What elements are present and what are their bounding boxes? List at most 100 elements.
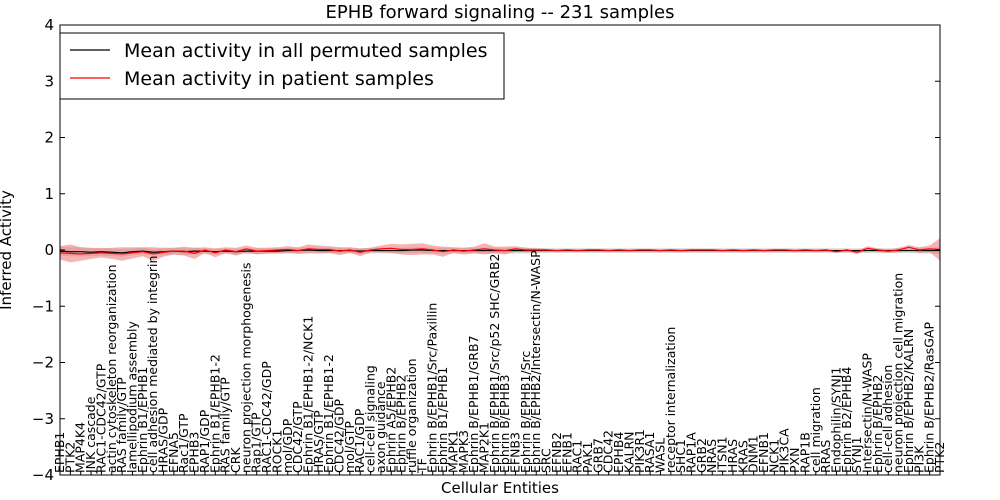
x-category-label: MAP2K1 bbox=[476, 422, 491, 473]
x-category-label: PXN bbox=[787, 448, 802, 473]
x-category-label: PI3K bbox=[911, 445, 926, 473]
x-category-label: Ephrin A5/EPHB2 bbox=[383, 367, 398, 473]
x-category-label: mol/GDP bbox=[280, 418, 295, 473]
x-category-label: SYNJ1 bbox=[849, 436, 864, 473]
x-category-label: PAK1 bbox=[580, 442, 595, 473]
x-category-label: Intersectin/N-WASP bbox=[860, 353, 875, 473]
x-category-label: CDC42/GTP bbox=[290, 401, 305, 473]
x-category-label: Ephrin B/EPHB2/Intersectin/N-WASP bbox=[528, 250, 543, 473]
x-category-label: EPHB1 bbox=[52, 432, 67, 473]
x-category-label: NCK1 bbox=[766, 439, 781, 473]
x-category-label: Ephrin B1/EPHB1-2/NCK1 bbox=[300, 316, 315, 473]
x-category-label: EFNB1 bbox=[756, 432, 771, 473]
y-tick-label: −4 bbox=[32, 466, 54, 484]
x-category-label: HRAS bbox=[725, 439, 740, 473]
y-tick-label: 1 bbox=[44, 185, 54, 203]
series-line-patient bbox=[59, 246, 941, 255]
x-category-label: Ephrin B/EPHB2 bbox=[870, 375, 885, 473]
y-tick-label: 2 bbox=[44, 129, 54, 147]
x-category-label: KALRN bbox=[621, 431, 636, 473]
x-category-label: CDC42 bbox=[601, 430, 616, 473]
x-category-label: PIK3R1 bbox=[632, 429, 647, 473]
x-category-label: NRAS bbox=[704, 439, 719, 473]
x-category-label: neuron projection morphogenesis bbox=[238, 262, 253, 473]
x-category-label: KRAS bbox=[735, 440, 750, 473]
x-category-label: Ephrin B/EPHB1/Src/p52 SHC/GRB2 bbox=[487, 254, 502, 473]
x-category-label: ITSN1 bbox=[715, 436, 730, 473]
x-category-label: Ephrin B1/EPHB1 bbox=[135, 367, 150, 473]
y-axis-ticks: 4 3 2 1 0 −1 −2 −3 −4 bbox=[32, 16, 940, 484]
x-category-label: Ephrin B/EPHB2 bbox=[394, 375, 409, 473]
x-category-label: axon guidance bbox=[373, 381, 388, 473]
x-category-label: cell-cell signaling bbox=[363, 365, 378, 473]
x-category-label: GRB2 bbox=[694, 438, 709, 473]
x-category-label: HRAS/GDP bbox=[156, 407, 171, 473]
x-category-label: SRC bbox=[539, 448, 554, 473]
x-category-label: Ephrin B1/EPHB1-2 bbox=[207, 354, 222, 473]
x-category-label: Endophilin/SYNJ1 bbox=[828, 367, 843, 473]
x-category-label: TF bbox=[414, 458, 429, 474]
chart-title: EPHB forward signaling -- 231 samples bbox=[326, 2, 675, 23]
x-category-label: Ephrin B/EPHB1/Src bbox=[518, 351, 533, 473]
x-category-label: HRAS/GTP bbox=[311, 410, 326, 473]
y-tick-label: 0 bbox=[44, 241, 54, 259]
x-category-label: Ephrin B/EPHB2/KALRN bbox=[901, 329, 916, 473]
x-category-label: MAP4K4 bbox=[73, 422, 88, 473]
x-category-label: EPHB3 bbox=[187, 432, 202, 473]
x-category-label: RASA1 bbox=[642, 432, 657, 473]
x-category-label: ruffle organization bbox=[404, 358, 419, 473]
x-category-label: RAS family/GTP bbox=[114, 377, 129, 473]
y-tick-label: −3 bbox=[32, 410, 54, 428]
x-category-label: RRAS bbox=[818, 440, 833, 473]
x-category-label: Ephrin B/EPHB1/GRB7 bbox=[466, 335, 481, 473]
y-tick-label: −2 bbox=[32, 354, 54, 372]
x-category-label: cell migration bbox=[808, 387, 823, 473]
x-category-label: RAS family/GTP bbox=[218, 377, 233, 473]
x-category-label: EFNB1 bbox=[559, 432, 574, 473]
x-category-label: Ephrin B/EPHB1/Src/Paxillin bbox=[425, 303, 440, 473]
y-axis-label: Inferred Activity bbox=[0, 190, 15, 310]
x-category-label: Ephrin B1/EPHB1 bbox=[435, 367, 450, 473]
x-axis-label: Cellular Entities bbox=[441, 479, 559, 497]
x-category-label: GRB7 bbox=[590, 438, 605, 473]
x-category-label: CDC42/GDP bbox=[332, 398, 347, 473]
x-category-label: Ephrin B2/EPHB4 bbox=[839, 367, 854, 473]
x-category-label: EFNB2 bbox=[549, 432, 564, 473]
x-category-label: MAPK1 bbox=[445, 430, 460, 473]
x-category-label: EFNA5 bbox=[166, 432, 181, 473]
x-category-label: lamellipodium assembly bbox=[124, 321, 139, 473]
x-category-label: RAC1/GDP bbox=[352, 408, 367, 473]
x-category-label: Ephrin B/EPHB2/RasGAP bbox=[922, 322, 937, 473]
legend-entry-permuted: Mean activity in all permuted samples bbox=[124, 40, 487, 62]
y-tick-label: 4 bbox=[44, 16, 54, 34]
x-category-label: RAP1A bbox=[684, 432, 699, 473]
legend-entry-patient: Mean activity in patient samples bbox=[124, 68, 434, 90]
x-category-label: PTK2 bbox=[932, 442, 947, 473]
legend: Mean activity in all permuted samples Me… bbox=[59, 32, 505, 100]
series-lines bbox=[59, 246, 941, 255]
x-category-label: Rac1/GTP bbox=[176, 413, 191, 473]
y-tick-label: 3 bbox=[44, 72, 54, 90]
x-category-label: Rap1/GTP bbox=[249, 412, 264, 473]
x-category-label: MAPK3 bbox=[456, 430, 471, 473]
x-category-label: EPHB4 bbox=[611, 432, 626, 473]
x-category-label: RAC1-CDC42/GDP bbox=[259, 361, 274, 473]
x-category-label: EFNB3 bbox=[508, 432, 523, 473]
x-category-label: DNM1 bbox=[746, 435, 761, 473]
x-category-label: Ephrin B/EPHB3 bbox=[497, 375, 512, 473]
x-category-label: SHC1 bbox=[673, 439, 688, 473]
x-category-label: actin cytoskeleton reorganization bbox=[104, 264, 119, 473]
x-category-label: RAC1 bbox=[570, 440, 585, 473]
x-category-label: ROCK1 bbox=[269, 430, 284, 473]
x-category-label: receptor internalization bbox=[663, 327, 678, 473]
x-category-label: Ephrin B1/EPHB1-2 bbox=[321, 354, 336, 473]
x-category-label: WASL bbox=[652, 438, 667, 473]
x-category-label: mol/GTP bbox=[342, 421, 357, 473]
x-category-label: CRK bbox=[228, 447, 243, 473]
x-category-label: RAC1-CDC42/GTP bbox=[93, 363, 108, 473]
x-category-label: JNK cascade bbox=[83, 396, 98, 474]
legend-box bbox=[59, 32, 505, 100]
x-category-label: RAP1/GDP bbox=[197, 409, 212, 473]
